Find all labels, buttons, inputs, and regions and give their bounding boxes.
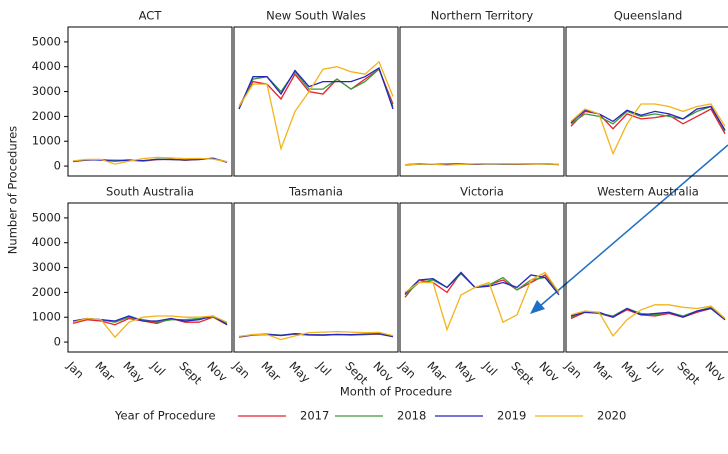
series-line [238, 68, 394, 107]
annotation-arrow-head [530, 300, 545, 314]
series-line [404, 162, 560, 166]
annotation-arrow-line [532, 144, 728, 313]
y-tick-label: 3000 [32, 84, 61, 98]
y-tick-label: 1000 [32, 134, 61, 148]
x-tick-label: Jan [396, 358, 419, 381]
x-tick-label: Nov [370, 359, 396, 385]
x-tick-label: Sept [674, 359, 703, 388]
panel-frame [399, 26, 565, 177]
panel-frame [399, 202, 565, 353]
series-line [570, 103, 726, 156]
y-tick-label: 3000 [32, 260, 61, 274]
legend-label: 2017 [300, 409, 329, 423]
legend-label: 2018 [397, 409, 426, 423]
x-tick-label: Jan [230, 358, 253, 381]
y-tick-label: 1000 [32, 310, 61, 324]
x-tick-label: Jan [562, 358, 585, 381]
x-tick-label: May [286, 359, 313, 386]
panel-title: South Australia [106, 185, 194, 199]
y-axis-label: Number of Procedures [6, 126, 20, 254]
panel-frame [233, 202, 399, 353]
panel-title: Queensland [614, 9, 683, 23]
x-tick-label: Nov [702, 359, 728, 385]
series-line [238, 67, 394, 110]
x-tick-label: Jan [64, 358, 87, 381]
legend-label: 2019 [497, 409, 526, 423]
x-tick-label: Sept [176, 359, 205, 388]
x-tick-label: Mar [258, 359, 283, 384]
x-tick-label: Sept [508, 359, 537, 388]
panel-frame [565, 202, 728, 353]
series-line [570, 105, 726, 132]
x-tick-label: Nov [536, 359, 562, 385]
series-line [238, 330, 394, 341]
panel-title: Western Australia [597, 185, 699, 199]
legend-title: Year of Procedure [114, 409, 216, 423]
y-tick-label: 2000 [32, 285, 61, 299]
series-line [72, 156, 228, 165]
x-tick-label: Jul [480, 358, 500, 378]
series-line [72, 316, 228, 326]
y-tick-label: 5000 [32, 34, 61, 48]
x-tick-label: Jul [314, 358, 334, 378]
y-tick-label: 4000 [32, 59, 61, 73]
series-line [404, 271, 560, 296]
x-axis-label: Month of Procedure [340, 385, 452, 399]
series-line [238, 60, 394, 151]
panel-title: Tasmania [288, 185, 343, 199]
series-line [570, 307, 726, 321]
series-line [570, 304, 726, 338]
x-tick-label: Mar [92, 359, 117, 384]
panel-frame [233, 26, 399, 177]
panel-title: ACT [139, 9, 163, 23]
x-tick-label: Sept [342, 359, 371, 388]
x-tick-label: May [120, 359, 147, 386]
series-line [404, 271, 560, 332]
panel-title: New South Wales [266, 9, 366, 23]
x-tick-label: Mar [424, 359, 449, 384]
panel-frame [67, 26, 233, 177]
x-tick-label: Jul [646, 358, 666, 378]
x-tick-label: May [452, 359, 479, 386]
x-tick-label: Nov [204, 359, 230, 385]
panel-frame [67, 202, 233, 353]
x-tick-label: May [618, 359, 645, 386]
y-tick-label: 5000 [32, 210, 61, 224]
y-tick-label: 4000 [32, 235, 61, 249]
x-tick-label: Mar [590, 359, 615, 384]
series-line [72, 315, 228, 339]
panel-frame [565, 26, 728, 177]
x-tick-label: Jul [148, 358, 168, 378]
y-tick-label: 0 [54, 335, 61, 349]
y-tick-label: 2000 [32, 109, 61, 123]
panel-title: Northern Territory [431, 9, 534, 23]
y-tick-label: 0 [54, 159, 61, 173]
legend-label: 2020 [597, 409, 626, 423]
panel-title: Victoria [460, 185, 504, 199]
